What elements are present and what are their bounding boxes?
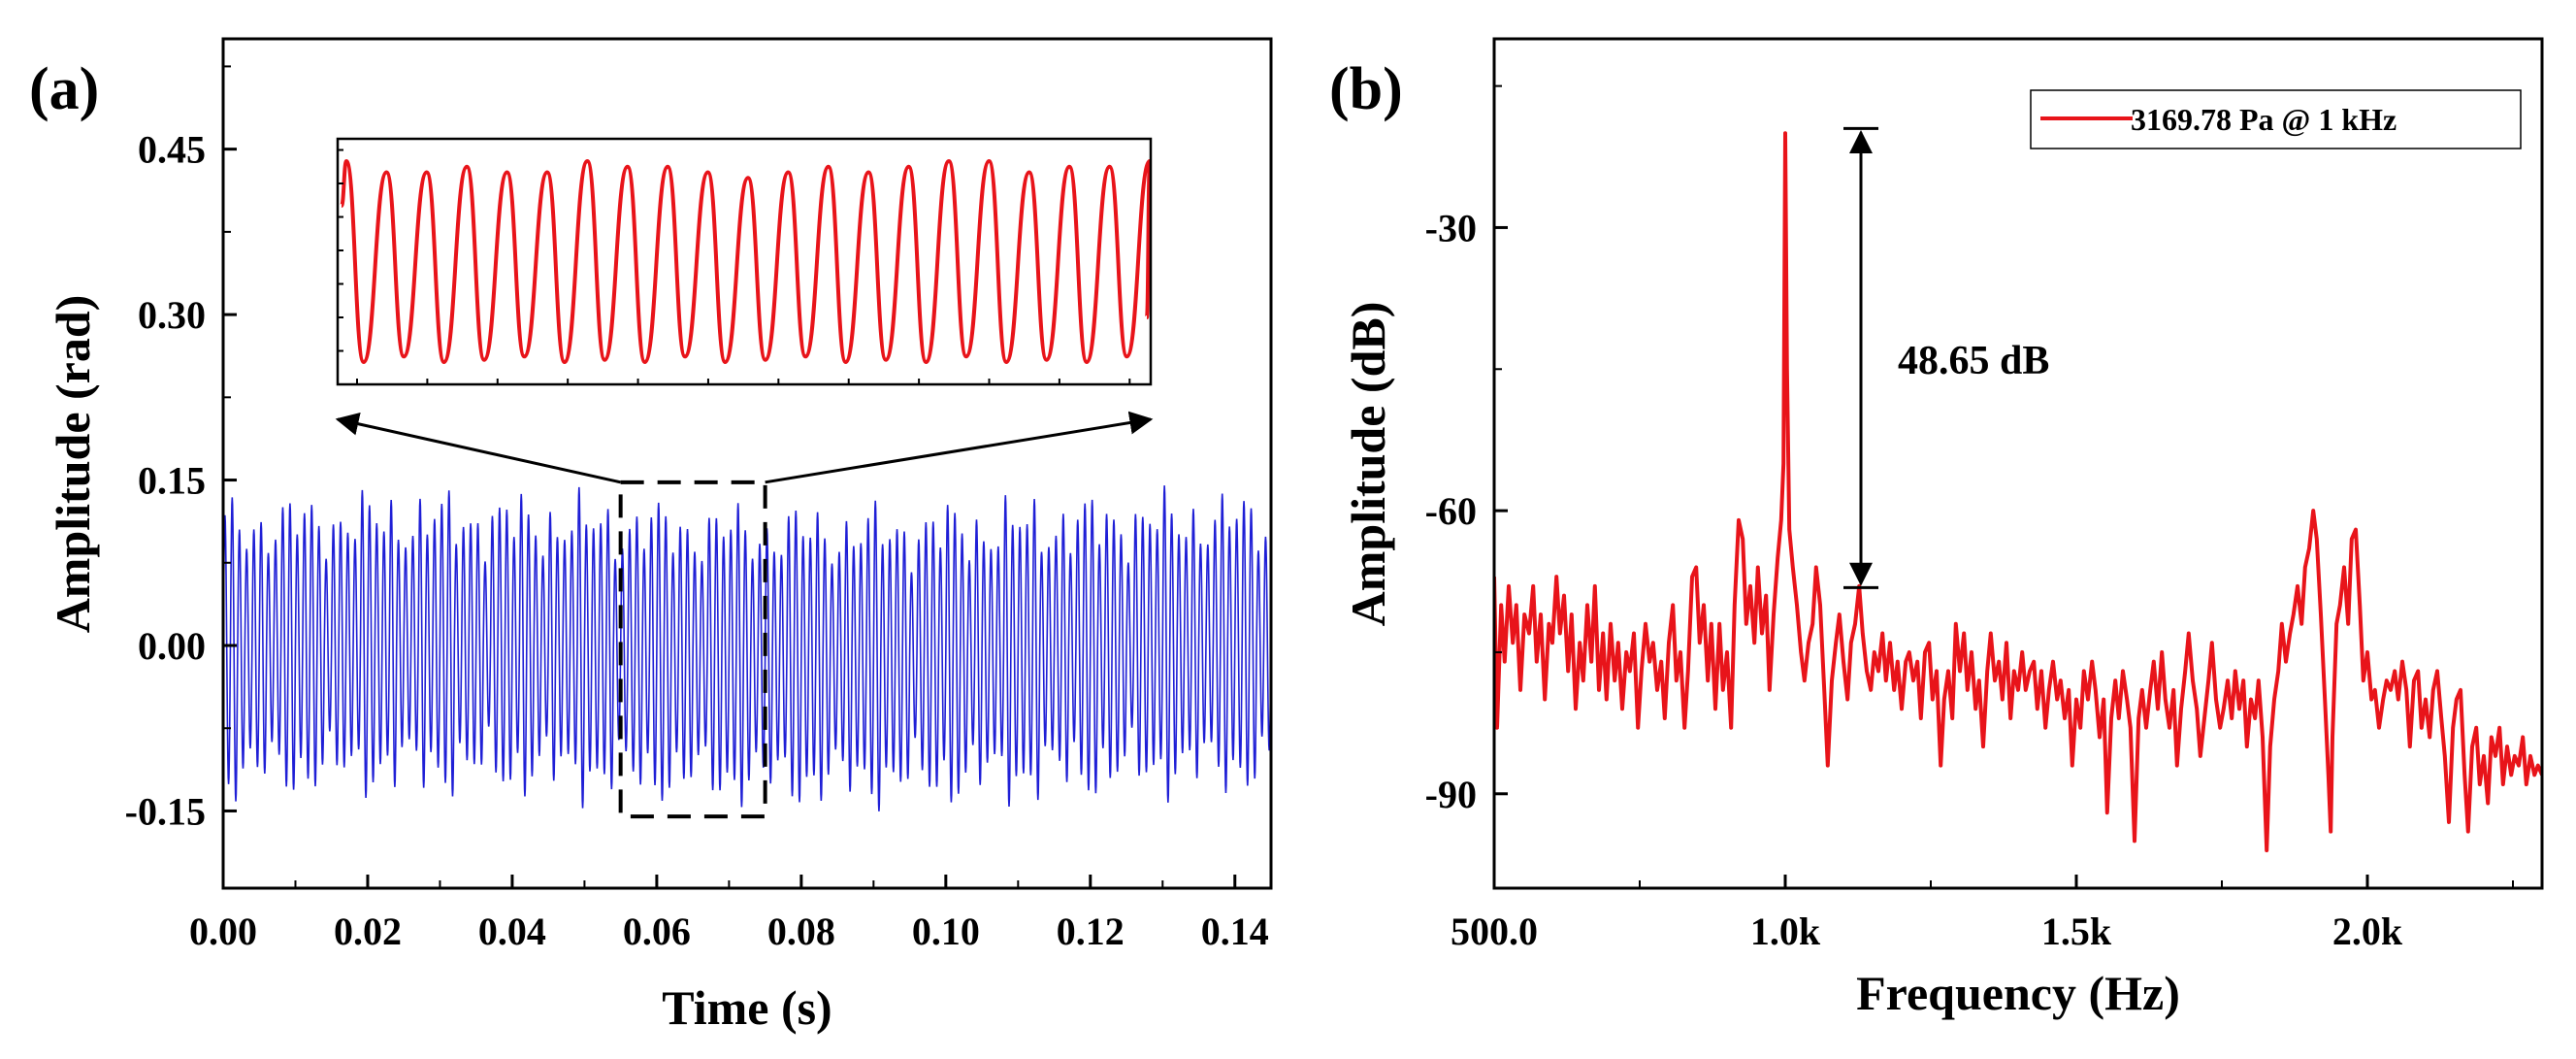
y-tick-label: -60 xyxy=(1425,489,1477,533)
panel-a-plot-frame xyxy=(221,37,1273,890)
panel-a: (a) 0.00 0.02 0.04 0.06 0.08 0.10 0.12 0.14 -0.1… xyxy=(29,37,1273,1035)
panel-a-inset-frame xyxy=(336,137,1153,386)
x-tick-label: 0.06 xyxy=(623,910,691,953)
panel-b-spectrum xyxy=(1494,131,2542,853)
y-tick-label: -30 xyxy=(1425,206,1477,249)
x-tick-label: 1.5k xyxy=(2041,910,2112,953)
y-tick-label: 0.00 xyxy=(138,624,206,668)
panel-a-zoom-arrow-left xyxy=(335,412,621,484)
y-tick-label: 0.15 xyxy=(138,459,206,503)
panel-a-inset-signal xyxy=(340,158,1151,365)
x-tick-label: 500.0 xyxy=(1451,910,1538,953)
panel-b-y-axis-title: Amplitude (dB) xyxy=(1341,302,1395,627)
y-tick-label: -0.15 xyxy=(125,789,206,833)
panel-a-inset-background xyxy=(338,139,1151,384)
y-tick-label: 0.30 xyxy=(138,293,206,337)
x-tick-label: 0.12 xyxy=(1057,910,1125,953)
panel-b-x-axis-title: Frequency (Hz) xyxy=(1856,966,2180,1020)
y-tick-label: -90 xyxy=(1425,773,1477,816)
x-tick-label: 0.10 xyxy=(912,910,980,953)
panel-a-y-axis-title: Amplitude (rad) xyxy=(46,295,100,634)
x-tick-label: 0.14 xyxy=(1201,910,1269,953)
panel-a-zoom-box xyxy=(618,480,767,819)
x-tick-label: 2.0k xyxy=(2332,910,2403,953)
panel-a-time-signal xyxy=(223,485,1271,811)
panel-a-series xyxy=(223,485,1271,811)
panel-b-legend: 3169.78 Pa @ 1 kHz xyxy=(2030,89,2522,149)
panel-b-annotation: 48.65 dB xyxy=(1843,126,2049,589)
panel-a-x-axis-title: Time (s) xyxy=(662,980,831,1035)
annotation-label: 48.65 dB xyxy=(1898,339,2049,383)
panel-a-ticks: 0.00 0.02 0.04 0.06 0.08 0.10 0.12 0.14 -0.15 0.0… xyxy=(125,65,1269,953)
panel-a-inset xyxy=(336,137,1153,386)
panel-a-label: (a) xyxy=(29,56,99,122)
panel-b-ticks: 500.0 1.0k 1.5k 2.0k -90 -60 -30 xyxy=(1425,84,2514,953)
legend-label: 3169.78 Pa @ 1 kHz xyxy=(2131,102,2397,137)
panel-b: (b) 500.0 1.0k 1.5k 2.0k-90-60-30 48.65 dB … xyxy=(1329,37,2544,1020)
x-tick-label: 1.0k xyxy=(1750,910,1821,953)
panel-b-series xyxy=(1494,131,2542,853)
x-tick-label: 0.04 xyxy=(478,910,546,953)
x-tick-label: 0.08 xyxy=(767,910,835,953)
x-tick-label: 0.02 xyxy=(334,910,402,953)
panel-a-zoom-arrow-right xyxy=(765,411,1154,484)
x-tick-label: 0.00 xyxy=(189,910,257,953)
panel-a-inset-ticks xyxy=(338,149,1131,384)
panel-b-plot-frame xyxy=(1492,37,2544,890)
y-tick-label: 0.45 xyxy=(138,128,206,172)
panel-b-label: (b) xyxy=(1329,56,1403,122)
